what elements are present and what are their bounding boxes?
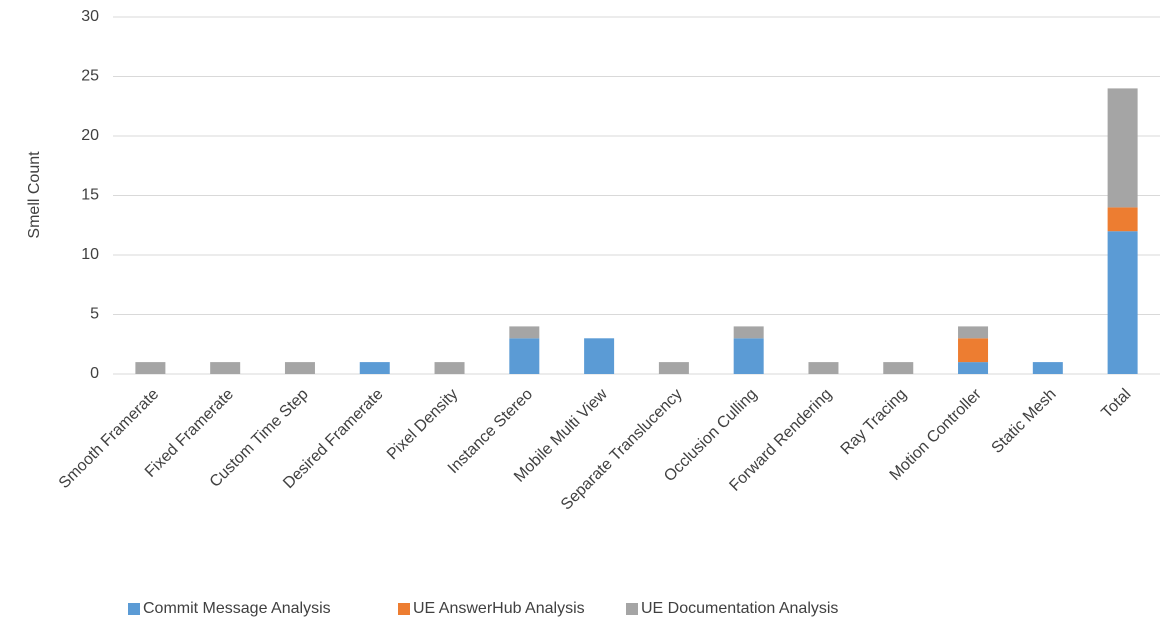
legend-label: UE Documentation Analysis (641, 600, 838, 617)
bar-segment (958, 338, 989, 363)
bar-segment (509, 338, 540, 374)
bar-segment (658, 362, 689, 374)
bar-segment (135, 362, 166, 374)
bar-segment (210, 362, 241, 374)
legend-label: UE AnswerHub Analysis (413, 600, 585, 617)
y-tick-label: 0 (90, 365, 99, 382)
x-tick-label: Static Mesh (989, 386, 1060, 457)
y-tick-label: 25 (81, 68, 99, 85)
bar-segment (1107, 207, 1138, 232)
bar-segment (434, 362, 465, 374)
legend-swatch (128, 603, 140, 615)
bar-segment (584, 338, 615, 374)
bar-segment (359, 362, 390, 374)
bar-segment (883, 362, 914, 374)
x-tick-label: Pixel Density (384, 386, 461, 463)
bar-segment (958, 326, 989, 339)
legend-swatch (398, 603, 410, 615)
y-tick-label: 30 (81, 8, 99, 25)
bar-segment (733, 338, 764, 374)
x-tick-label: Ray Tracing (838, 386, 910, 458)
bar-segment (1032, 362, 1063, 374)
legend-swatch (626, 603, 638, 615)
bar-segment (509, 326, 540, 339)
y-tick-label: 15 (81, 187, 99, 204)
y-axis-label: Smell Count (26, 151, 43, 239)
x-tick-label: Total (1098, 386, 1134, 422)
bar-segment (1107, 231, 1138, 374)
legend-label: Commit Message Analysis (143, 600, 331, 617)
bar-segment (1107, 88, 1138, 208)
bar-segment (733, 326, 764, 339)
y-tick-label: 10 (81, 246, 99, 263)
x-tick-label: Smooth Framerate (56, 386, 162, 492)
x-tick-label: Separate Translucency (558, 386, 686, 514)
y-tick-label: 20 (81, 127, 99, 144)
bar-segment (808, 362, 839, 374)
bar-segment (958, 362, 989, 374)
bar-segment (284, 362, 315, 374)
y-tick-label: 5 (90, 306, 99, 323)
